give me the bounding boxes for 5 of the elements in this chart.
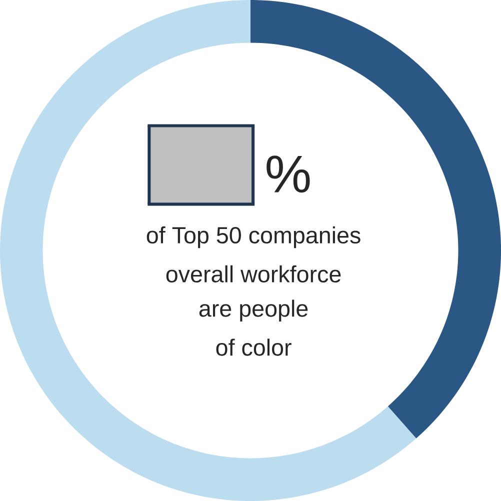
text: of color (216, 338, 292, 356)
text: of Top 50 companies (146, 226, 360, 248)
text: overall workforce (166, 265, 341, 282)
text: are people (199, 300, 308, 322)
text: % (266, 156, 310, 193)
